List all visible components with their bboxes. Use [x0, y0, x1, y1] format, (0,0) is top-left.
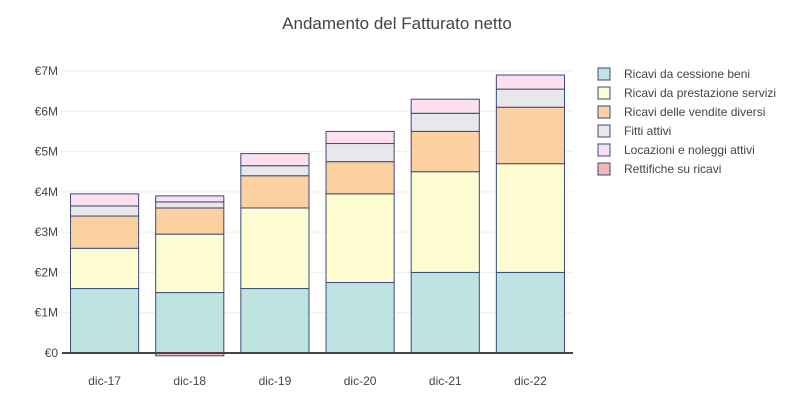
legend-label: Ricavi delle vendite diversi	[624, 105, 765, 119]
bar-segment[interactable]	[155, 207, 225, 235]
bar-segment[interactable]	[155, 195, 225, 203]
x-tick-label: dic-17	[88, 374, 121, 388]
bar-segment[interactable]	[495, 271, 565, 354]
bar-segment[interactable]	[325, 143, 395, 163]
y-tick-label: €6M	[35, 104, 58, 118]
legend-item[interactable]: Ricavi da cessione beni	[597, 67, 750, 81]
legend-swatch	[597, 143, 611, 157]
bar-segment[interactable]	[410, 271, 480, 354]
x-tick-label: dic-22	[514, 374, 547, 388]
y-tick-label: €0	[45, 346, 59, 360]
legend-label: Fitti attivi	[624, 124, 671, 138]
bar-segment[interactable]	[495, 106, 565, 165]
legend-swatch	[597, 67, 611, 81]
x-tick-label: dic-21	[429, 374, 462, 388]
bar-segment[interactable]	[240, 288, 310, 354]
bar-segment[interactable]	[495, 88, 565, 108]
bar-segment[interactable]	[240, 175, 310, 209]
x-tick-label: dic-18	[173, 374, 206, 388]
x-axis: dic-17 dic-18 dic-19 dic-20 dic-21 dic-22	[88, 374, 547, 388]
y-tick-label: €3M	[35, 225, 58, 239]
bar-segment[interactable]	[70, 288, 140, 354]
bar-segment[interactable]	[325, 161, 395, 195]
x-tick-label: dic-19	[259, 374, 292, 388]
legend-swatch	[597, 124, 611, 138]
legend[interactable]: Ricavi da cessione beni Ricavi da prestaz…	[597, 67, 776, 176]
y-tick-label: €5M	[35, 145, 58, 159]
bar-segment[interactable]	[495, 74, 565, 90]
legend-label: Ricavi da cessione beni	[624, 67, 750, 81]
bar-segment[interactable]	[70, 215, 140, 249]
y-tick-label: €4M	[35, 185, 58, 199]
bar-segment[interactable]	[240, 153, 310, 167]
bar-segment[interactable]	[155, 201, 225, 209]
legend-label: Locazioni e noleggi attivi	[624, 143, 755, 157]
bar-segment[interactable]	[325, 130, 395, 145]
legend-item[interactable]: Locazioni e noleggi attivi	[597, 143, 755, 157]
y-tick-label: €1M	[35, 306, 58, 320]
bar-segment[interactable]	[410, 171, 480, 273]
grid-layer	[62, 70, 573, 314]
legend-item[interactable]: Ricavi da prestazione servizi	[597, 86, 776, 100]
bars	[70, 74, 565, 357]
legend-swatch	[597, 86, 611, 100]
y-tick-label: €7M	[35, 64, 58, 78]
bar-segment[interactable]	[410, 112, 480, 132]
y-tick-label: €2M	[35, 265, 58, 279]
x-tick-label: dic-20	[344, 374, 377, 388]
bar-segment[interactable]	[495, 163, 565, 273]
bar-segment[interactable]	[155, 233, 225, 294]
chart-title: Andamento del Fatturato netto	[282, 14, 512, 33]
bar-segment[interactable]	[410, 98, 480, 114]
legend-item[interactable]: Fitti attivi	[597, 124, 671, 138]
bar-segment[interactable]	[325, 282, 395, 354]
bar-segment[interactable]	[240, 207, 310, 290]
bar-segment[interactable]	[325, 193, 395, 283]
bar-segment[interactable]	[70, 205, 140, 217]
legend-item[interactable]: Rettifiche su ricavi	[597, 162, 721, 176]
bar-segment[interactable]	[410, 130, 480, 173]
bar-segment[interactable]	[240, 165, 310, 177]
bar-segment[interactable]	[70, 247, 140, 290]
legend-swatch	[597, 162, 611, 176]
y-axis: €0 €1M €2M €3M €4M €5M €6M €7M	[35, 64, 59, 360]
legend-label: Ricavi da prestazione servizi	[624, 86, 776, 100]
legend-item[interactable]: Ricavi delle vendite diversi	[597, 105, 765, 119]
bar-segment[interactable]	[155, 292, 225, 354]
legend-label: Rettifiche su ricavi	[624, 162, 721, 176]
bar-segment[interactable]	[70, 193, 140, 207]
legend-swatch	[597, 105, 611, 119]
